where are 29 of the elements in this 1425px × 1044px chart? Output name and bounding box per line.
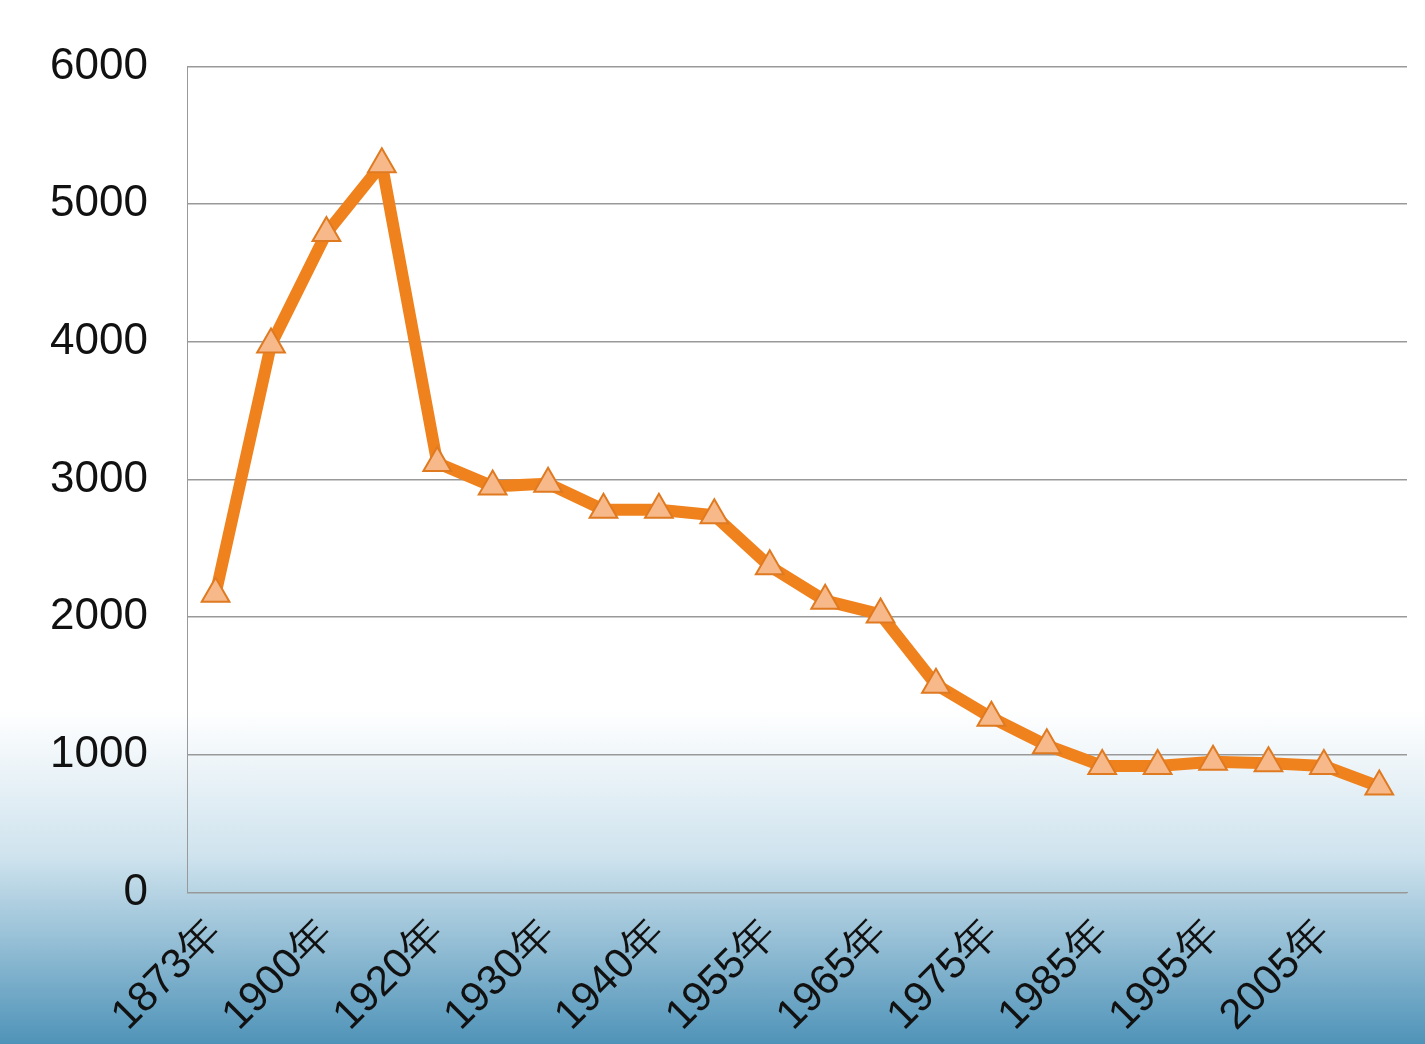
point (865, 597, 896, 624)
point (311, 216, 342, 243)
y-tick-label: 6000 (49, 38, 148, 88)
y-tick-label: 1000 (49, 727, 148, 777)
y-tick-label: 4000 (49, 313, 148, 363)
point (1198, 744, 1228, 771)
y-tick-label: 3000 (49, 451, 148, 501)
point (1364, 769, 1395, 796)
point (754, 549, 785, 576)
point (477, 469, 508, 496)
point (644, 492, 674, 519)
y-tick-label: 2000 (49, 589, 148, 639)
point (588, 492, 619, 519)
point (1309, 748, 1339, 775)
point (1087, 748, 1118, 775)
y-tick-label: 5000 (49, 176, 148, 226)
point (921, 667, 951, 694)
point (200, 576, 231, 603)
point (533, 466, 563, 493)
point (422, 445, 453, 472)
point (1031, 728, 1062, 755)
point (1253, 746, 1284, 773)
point (810, 583, 841, 610)
point (366, 147, 397, 174)
point (976, 700, 1007, 727)
point (699, 498, 730, 525)
point (256, 327, 286, 354)
y-tick-label: 0 (123, 864, 148, 914)
point (1142, 748, 1173, 775)
